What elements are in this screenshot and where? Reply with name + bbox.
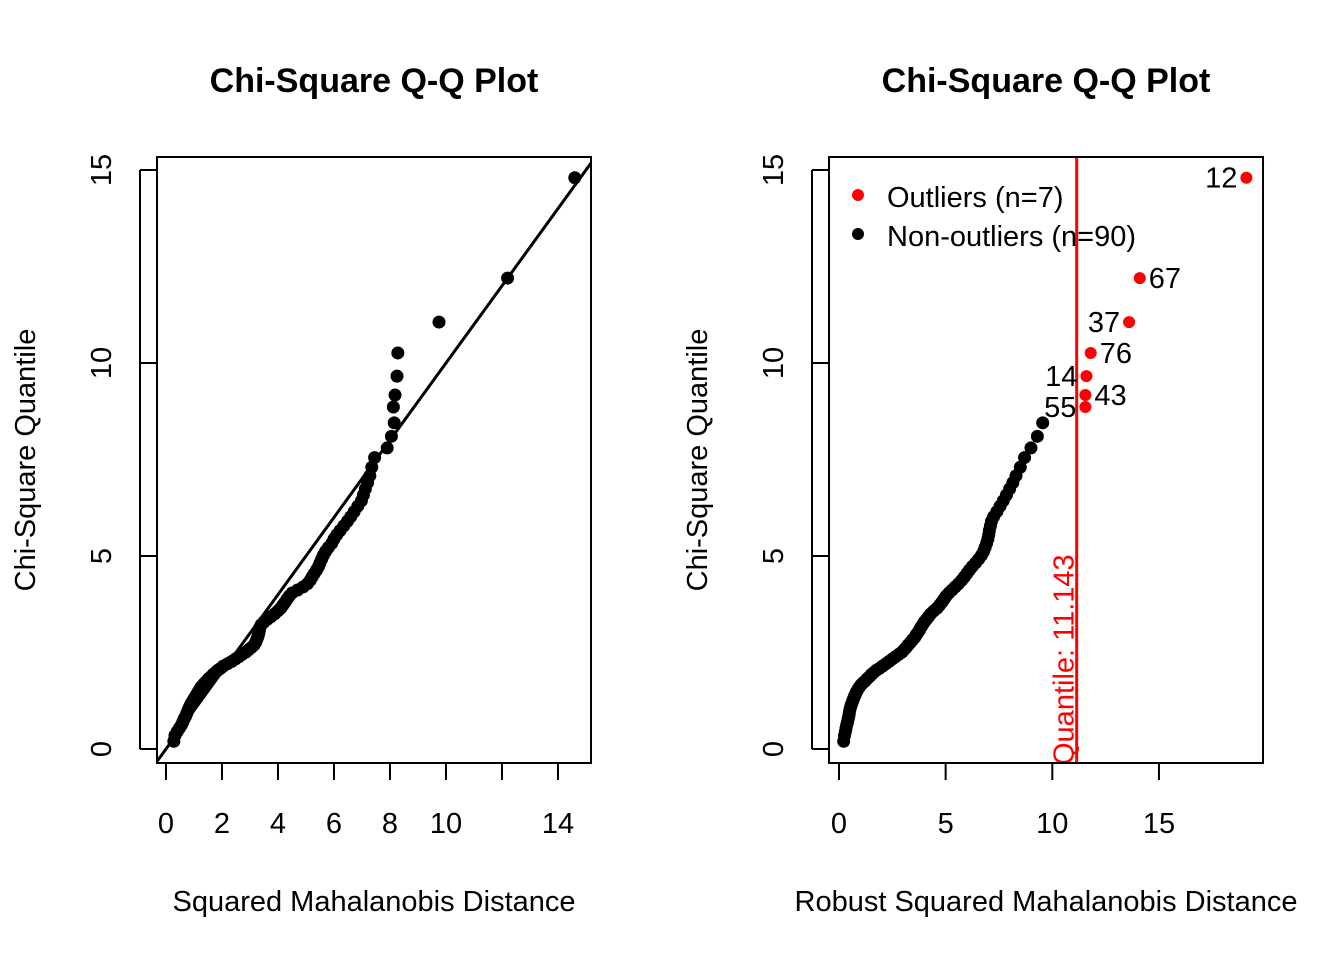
data-point [388,388,402,402]
nonoutlier-point [1024,441,1038,455]
outlier-point [1240,171,1253,184]
right-plot-title: Chi-Square Q-Q Plot [882,62,1211,100]
outlier-point [1123,316,1136,329]
outlier-id-label: 76 [1100,338,1132,370]
outlier-point [1079,389,1092,402]
outlier-id-label: 14 [1045,361,1077,393]
left-y-tick-label: 5 [86,548,118,564]
left-x-axis-label: Squared Mahalanobis Distance [172,886,575,918]
right-y-tick-label: 5 [758,548,790,564]
right-x-tick-label: 5 [938,808,954,840]
nonoutlier-point [1030,429,1044,443]
legend-outlier-marker [852,189,864,201]
data-point [501,271,515,285]
left-x-tick-label: 10 [430,808,462,840]
data-point [386,400,400,414]
outlier-point [1080,370,1093,383]
left-y-axis-label: Chi-Square Quantile [10,329,42,592]
right-y-tick-label: 15 [758,154,790,186]
data-point [432,315,446,329]
left-plot-title: Chi-Square Q-Q Plot [210,62,539,100]
left-x-tick-label: 6 [326,808,342,840]
right-plot-axes: 0 5 10 15 0 5 10 15 [758,154,1175,840]
data-point [368,451,382,465]
right-x-tick-label: 15 [1143,808,1175,840]
data-point [384,429,398,443]
data-point [390,369,404,383]
right-x-tick-label: 10 [1036,808,1068,840]
right-y-tick-label: 10 [758,347,790,379]
right-y-tick-label: 0 [758,741,790,757]
outlier-point [1084,346,1097,359]
right-y-axis-label: Chi-Square Quantile [682,329,714,592]
outlier-id-label: 37 [1088,307,1120,339]
legend-nonoutlier-marker [852,228,864,240]
left-qq-plot: Chi-Square Q-Q Plot Squared Mahalanobis … [10,62,592,918]
data-point [568,171,582,185]
data-point [380,441,394,455]
right-x-tick-label: 0 [831,808,847,840]
cutoff-label: Quantile: 11.143 [1049,554,1081,765]
left-x-tick-label: 8 [382,808,398,840]
right-x-axis-label: Robust Squared Mahalanobis Distance [795,886,1298,918]
data-point [391,346,405,360]
left-x-tick-label: 0 [158,808,174,840]
data-point [387,416,401,430]
left-plot-axes: 0 2 4 6 8 10 14 0 5 10 15 [86,154,574,840]
nonoutlier-point [1018,451,1032,465]
left-x-tick-label: 2 [214,808,230,840]
left-x-tick-label: 14 [542,808,574,840]
right-qq-plot: Chi-Square Q-Q Plot Robust Squared Mahal… [682,62,1297,918]
left-y-tick-label: 0 [86,741,118,757]
legend: Outliers (n=7) Non-outliers (n=90) [852,182,1136,253]
nonoutlier-point [1036,416,1050,430]
outlier-point [1079,401,1092,414]
legend-nonoutlier-label: Non-outliers (n=90) [887,221,1136,253]
left-y-tick-label: 15 [86,154,118,186]
left-x-tick-label: 4 [270,808,286,840]
outlier-id-label: 43 [1094,380,1126,412]
outlier-id-label: 12 [1205,163,1237,195]
outlier-id-label: 55 [1044,392,1076,424]
left-plot-marks [157,160,591,763]
outlier-id-label: 67 [1149,263,1181,295]
legend-outlier-label: Outliers (n=7) [887,182,1063,214]
outlier-point [1133,272,1146,285]
left-y-tick-label: 10 [86,347,118,379]
